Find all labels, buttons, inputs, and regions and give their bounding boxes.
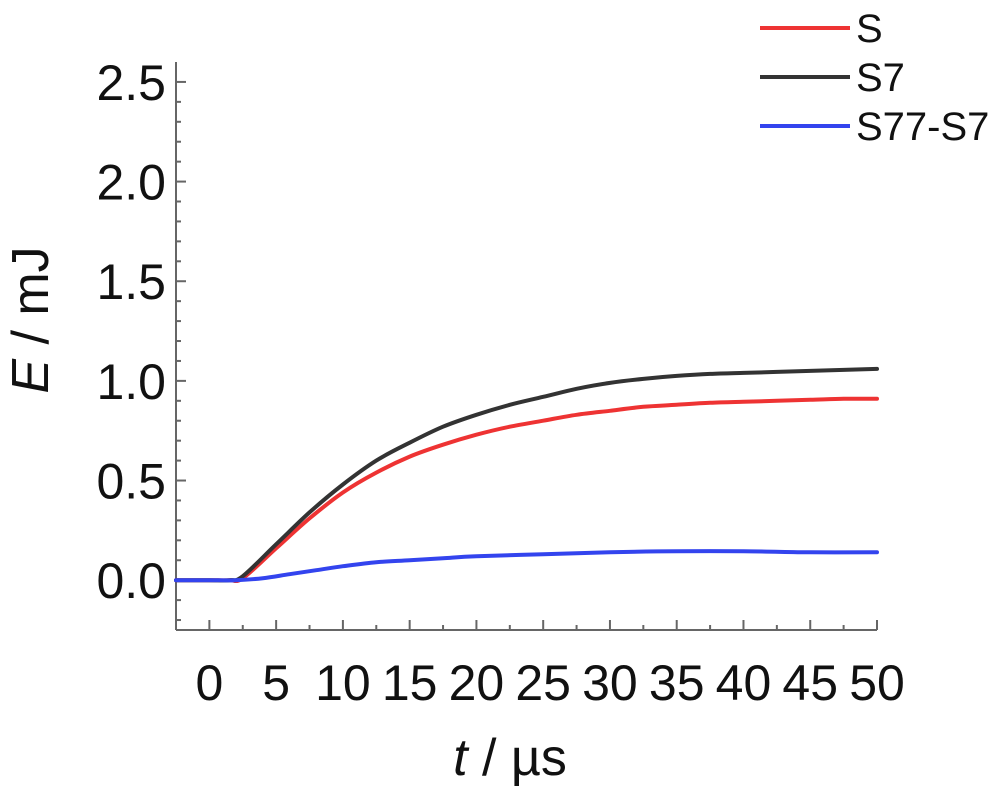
x-tick-label: 30 [582,655,638,711]
x-tick-label: 25 [515,655,571,711]
legend-label-s7: S7 [856,56,905,100]
y-tick-label: 0.5 [96,454,166,510]
series-layer [174,366,879,584]
x-tick-label: 20 [449,655,505,711]
y-axis-title-unit: / mJ [2,246,60,359]
y-tick-label: 0.0 [96,553,166,609]
y-tick-label: 2.5 [96,55,166,111]
x-axis-title: t / µs [453,729,567,787]
y-axis-title-var: E [2,358,60,394]
x-tick-label: 15 [382,655,438,711]
x-axis-title-var: t [453,729,470,787]
y-axis-title: E / mJ [2,246,60,393]
legend: S S7 S77-S7 [760,7,989,149]
x-tick-label: 45 [782,655,838,711]
series-line-s [174,396,879,584]
x-tick-label: 10 [315,655,371,711]
y-tick-label: 1.0 [96,354,166,410]
series-line-s7 [174,366,879,583]
x-axis-title-unit: / µs [468,729,567,787]
x-tick-label: 5 [262,655,290,711]
x-tick-label: 50 [849,655,905,711]
series-line-s77-s7 [174,549,879,583]
legend-label-s: S [856,7,883,51]
y-tick-label: 2.0 [96,155,166,211]
axes: 0.0 0.5 1.0 1.5 2.0 2.5 0 5 10 15 20 25 30 35 40 45 50 [96,55,904,711]
x-tick-label: 40 [716,655,772,711]
y-tick-label: 1.5 [96,254,166,310]
x-tick-label: 35 [649,655,705,711]
x-tick-label: 0 [195,655,223,711]
legend-label-s77-s7: S77-S7 [856,105,989,149]
